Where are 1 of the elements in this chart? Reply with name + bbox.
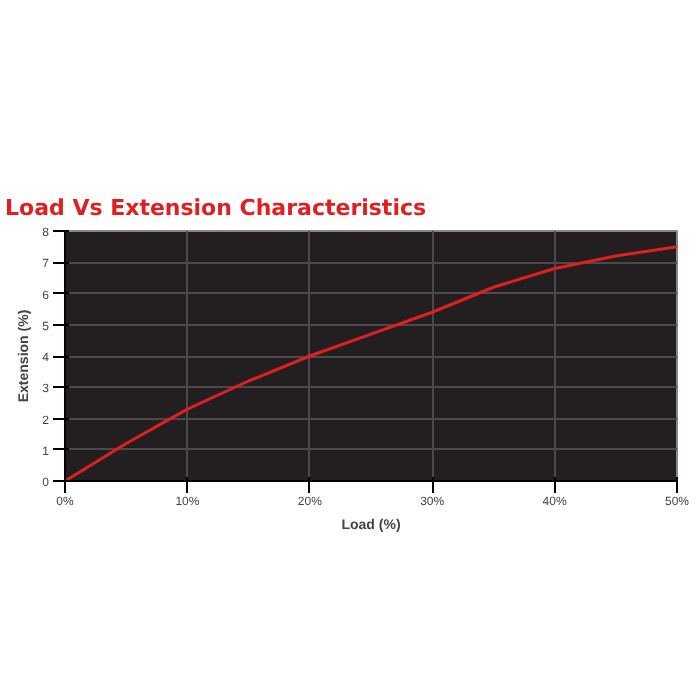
chart-title: Load Vs Extension Characteristics bbox=[5, 195, 427, 221]
